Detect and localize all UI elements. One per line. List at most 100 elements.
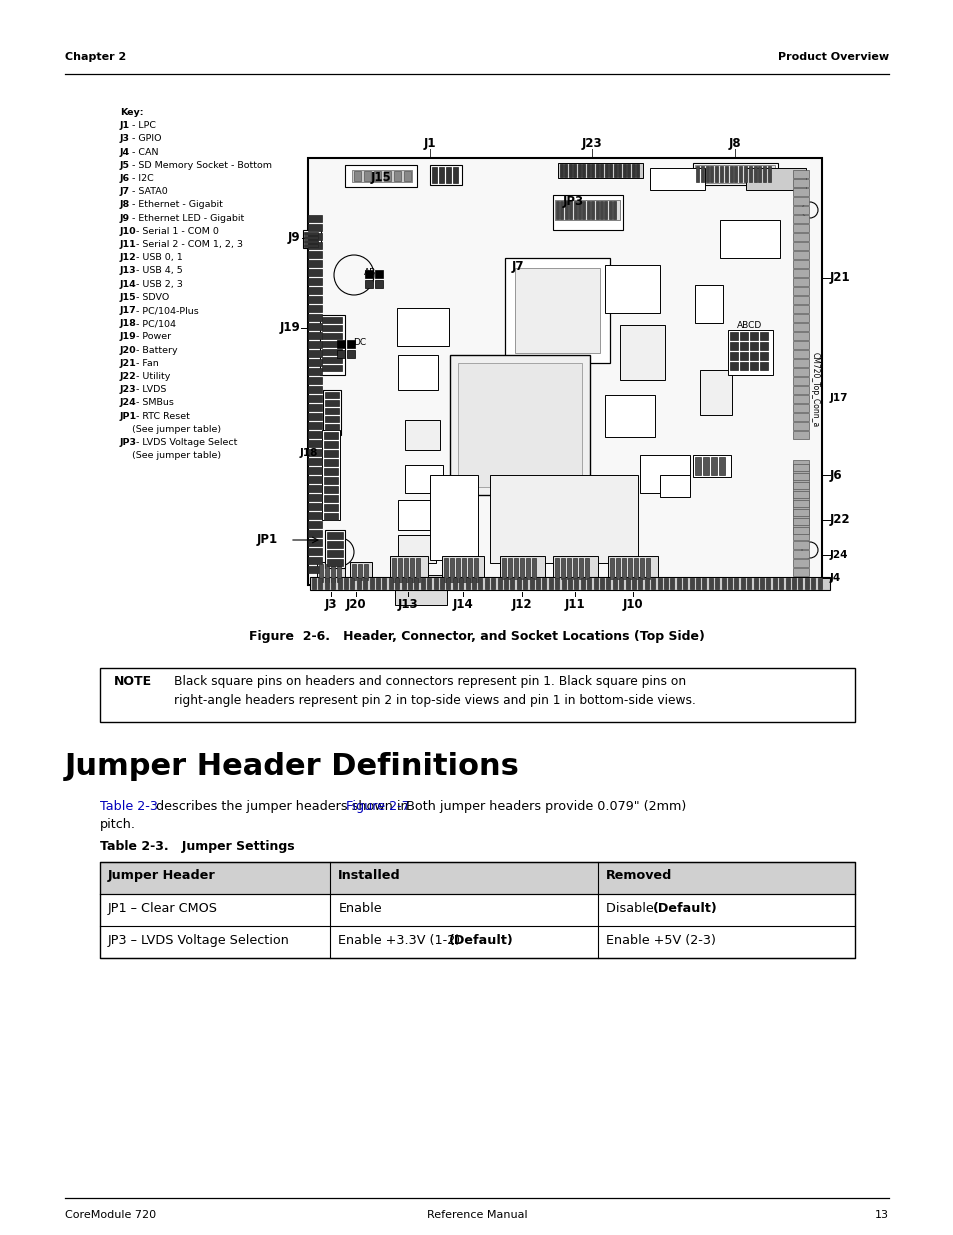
Text: J17: J17 — [829, 393, 847, 403]
Bar — [439, 578, 443, 589]
Bar — [477, 578, 482, 589]
Bar — [384, 170, 391, 182]
Bar — [670, 578, 674, 589]
Bar — [760, 362, 767, 370]
Bar — [740, 332, 747, 340]
Bar — [625, 578, 629, 589]
Bar — [740, 578, 744, 589]
Bar — [350, 562, 372, 582]
Bar — [458, 578, 463, 589]
Bar — [586, 164, 589, 177]
Bar — [316, 562, 345, 584]
Bar — [100, 668, 854, 722]
Text: |: | — [733, 149, 736, 158]
Bar — [308, 548, 322, 555]
Bar — [392, 558, 395, 582]
Bar — [336, 350, 345, 358]
Bar — [695, 165, 774, 183]
Bar — [457, 363, 581, 487]
Bar — [327, 559, 343, 566]
Text: JP3 – LVDS Voltage Selection: JP3 – LVDS Voltage Selection — [108, 934, 290, 947]
Bar — [760, 342, 767, 350]
Text: J22: J22 — [120, 372, 136, 382]
Text: CoreModule 720: CoreModule 720 — [65, 1210, 156, 1220]
Bar — [515, 268, 599, 353]
Bar — [760, 352, 767, 359]
Bar — [604, 164, 607, 177]
Bar — [616, 558, 619, 579]
Bar — [636, 164, 639, 177]
Bar — [327, 541, 343, 548]
Bar — [397, 354, 437, 390]
Bar — [453, 578, 456, 589]
Text: Jumper Header: Jumper Header — [108, 869, 215, 882]
Text: - Serial 1 - COM 0: - Serial 1 - COM 0 — [133, 227, 219, 236]
Bar — [308, 530, 322, 537]
Text: J18: J18 — [299, 448, 317, 458]
Bar — [792, 517, 808, 525]
Bar — [792, 368, 808, 375]
Text: (See jumper table): (See jumper table) — [120, 451, 221, 461]
Text: J11: J11 — [564, 598, 585, 611]
Bar — [465, 578, 469, 589]
Bar — [324, 504, 337, 511]
Bar — [604, 395, 655, 437]
Bar — [740, 362, 747, 370]
Bar — [347, 350, 355, 358]
Text: JP3: JP3 — [120, 438, 137, 447]
Bar — [792, 459, 808, 468]
Bar — [308, 368, 322, 375]
Bar — [657, 578, 661, 589]
Bar — [324, 578, 329, 589]
Bar — [308, 296, 322, 303]
Bar — [453, 167, 457, 183]
Bar — [700, 165, 703, 182]
Bar — [651, 578, 655, 589]
Bar — [397, 535, 436, 563]
Bar — [573, 201, 576, 219]
Bar — [430, 475, 477, 559]
Bar — [719, 457, 724, 475]
Text: - Ethernet - Gigabit: - Ethernet - Gigabit — [129, 200, 223, 210]
Text: J19: J19 — [120, 332, 136, 341]
Text: - I2C: - I2C — [129, 174, 153, 183]
Bar — [792, 478, 808, 487]
Bar — [507, 558, 512, 579]
Bar — [792, 206, 808, 214]
Bar — [324, 495, 337, 501]
Bar — [792, 350, 808, 358]
Bar — [676, 578, 680, 589]
Bar — [356, 578, 360, 589]
Bar — [659, 475, 689, 496]
Bar — [607, 556, 658, 580]
Bar — [350, 578, 354, 589]
Bar — [762, 165, 765, 182]
Text: Reference Manual: Reference Manual — [426, 1210, 527, 1220]
Text: Table 2-3.   Jumper Settings: Table 2-3. Jumper Settings — [100, 840, 294, 853]
Bar — [689, 578, 693, 589]
Bar — [792, 377, 808, 385]
Bar — [715, 578, 719, 589]
Text: J7: J7 — [512, 261, 524, 273]
Text: right-angle headers represent pin 2 in top-side views and pin 1 in bottom-side v: right-angle headers represent pin 2 in t… — [173, 694, 695, 706]
Bar — [702, 457, 708, 475]
Bar — [720, 165, 722, 182]
Bar — [374, 170, 380, 182]
Bar — [430, 165, 461, 185]
Text: Table 2-3: Table 2-3 — [100, 800, 158, 813]
Bar — [634, 558, 638, 579]
Bar — [792, 215, 808, 224]
Bar — [582, 164, 585, 177]
Bar — [450, 354, 589, 495]
Bar — [792, 464, 808, 471]
Bar — [468, 558, 472, 582]
Bar — [581, 201, 585, 219]
Bar — [322, 357, 341, 363]
Bar — [772, 578, 776, 589]
Text: NOTE: NOTE — [113, 676, 152, 688]
Bar — [792, 404, 808, 412]
Bar — [612, 578, 617, 589]
Bar — [446, 578, 450, 589]
Bar — [792, 224, 808, 232]
Bar — [792, 559, 808, 567]
